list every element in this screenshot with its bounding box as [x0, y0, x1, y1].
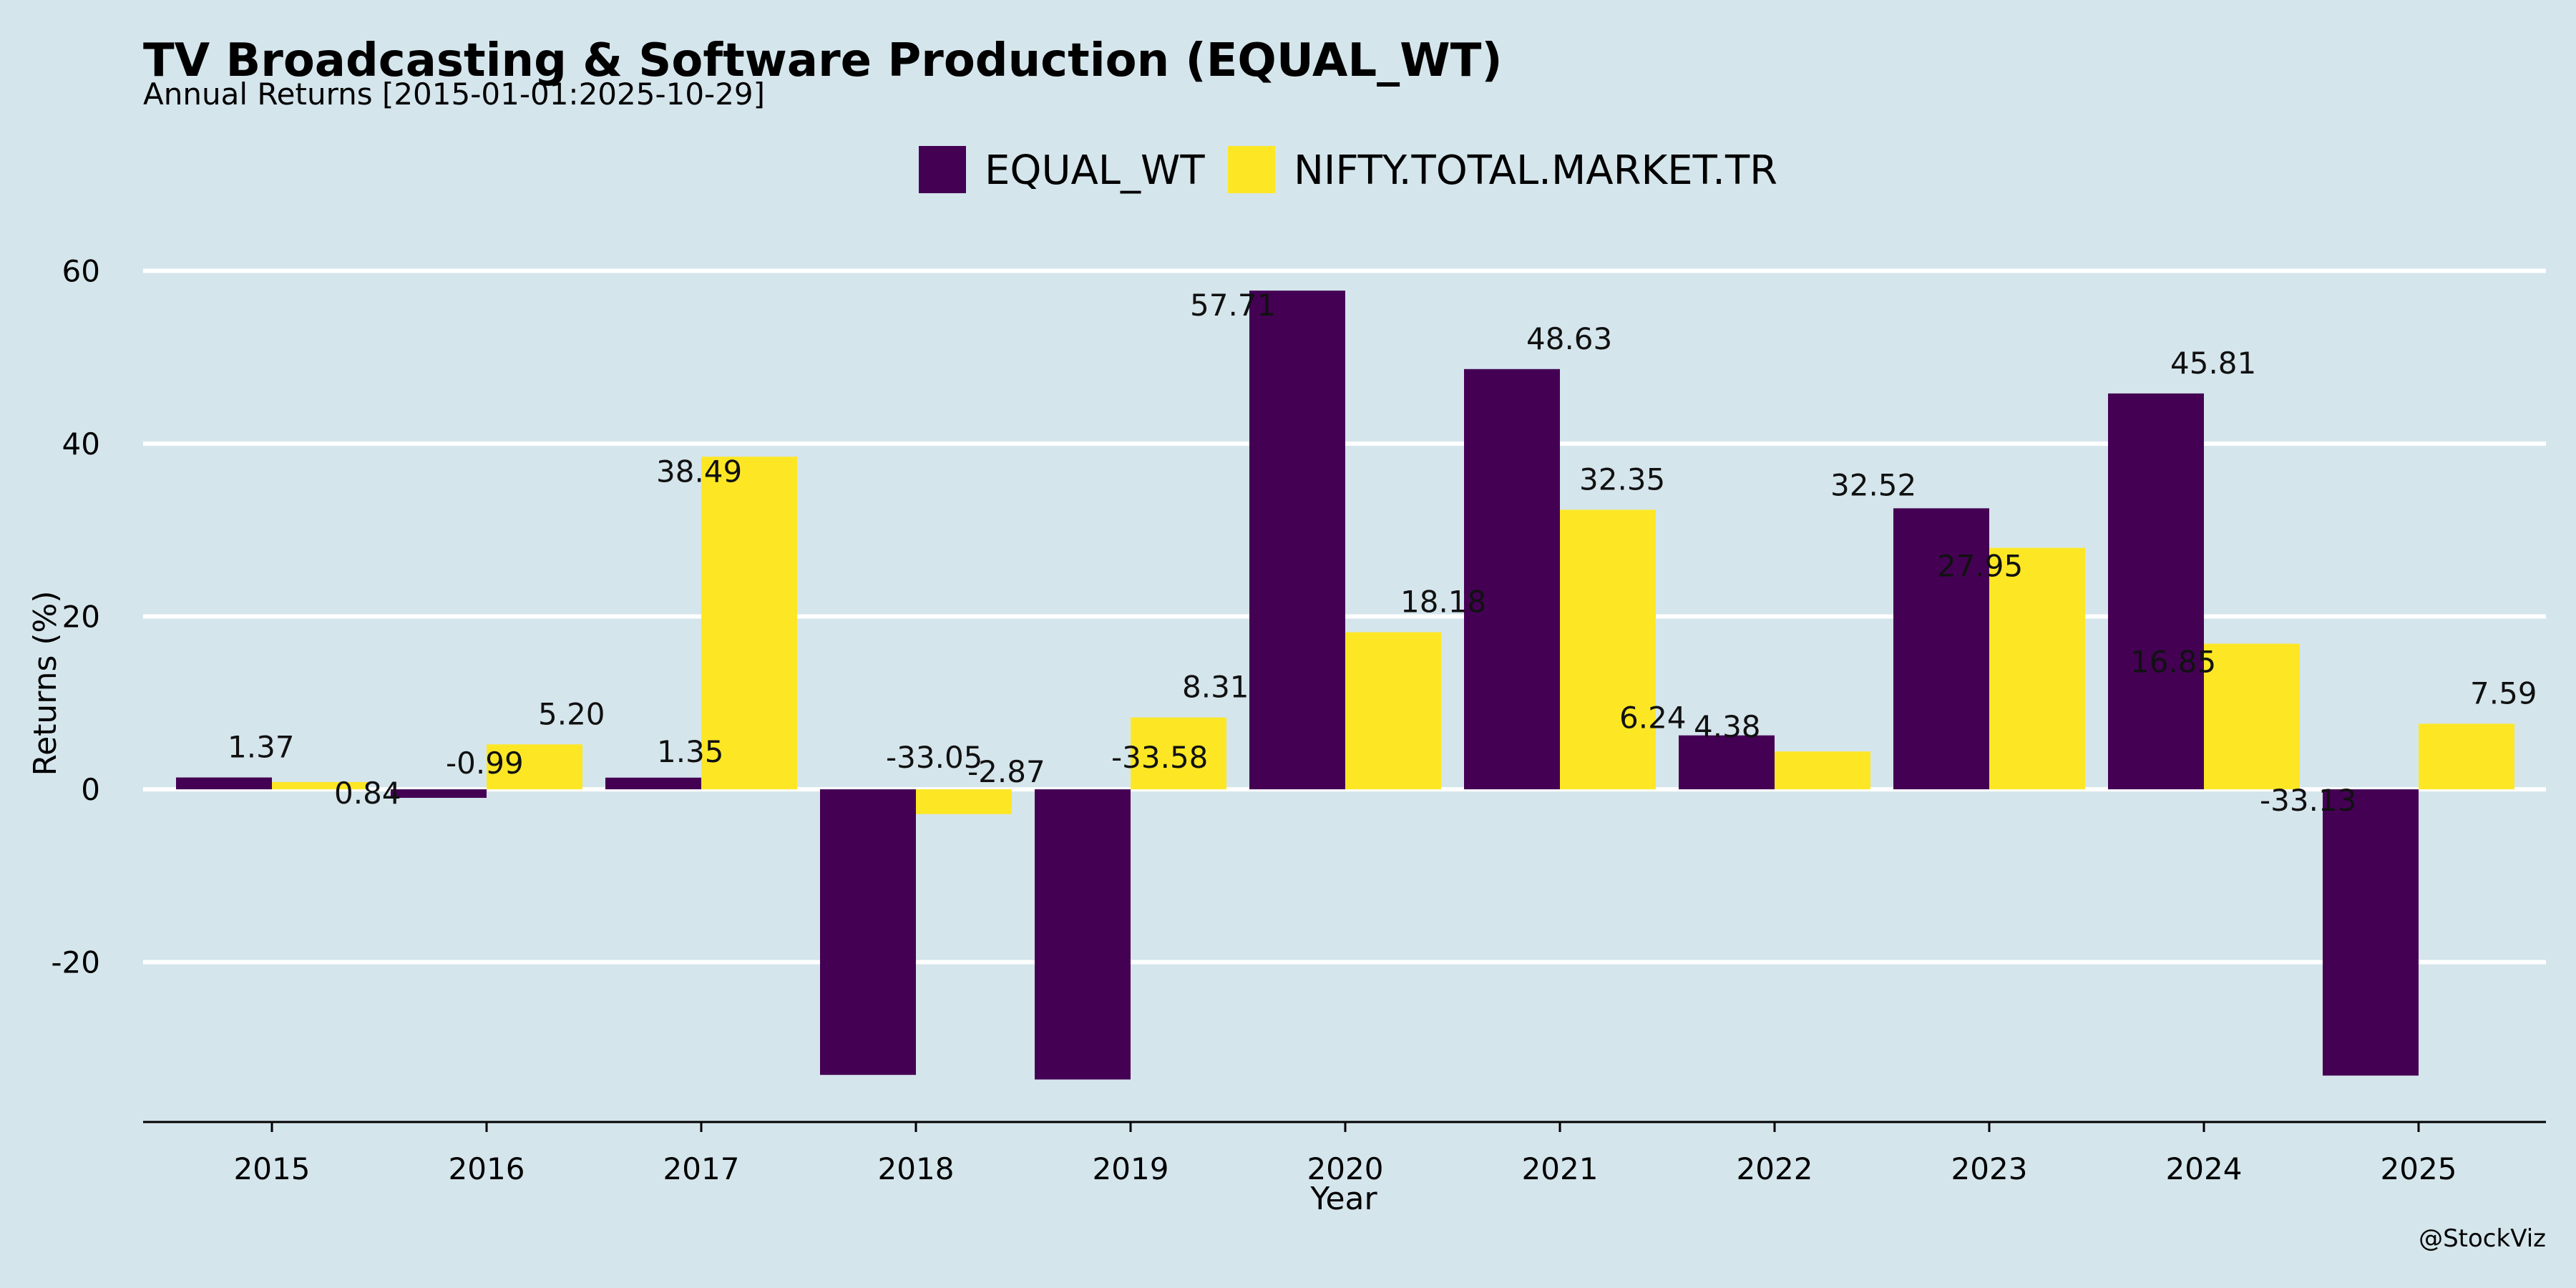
bar-label: -0.99 [446, 746, 524, 781]
x-tick-label: 2020 [1307, 1151, 1384, 1186]
chart-title: TV Broadcasting & Software Production (E… [143, 34, 1503, 87]
bar [605, 777, 701, 790]
bar [1679, 735, 1775, 790]
bars [176, 291, 2514, 1080]
bar-label: -33.13 [2260, 783, 2356, 818]
x-tick-label: 2015 [234, 1151, 311, 1186]
chart-subtitle: Annual Returns [2015-01-01:2025-10-29] [143, 77, 765, 112]
legend-swatch [1228, 146, 1275, 193]
y-axis-label: Returns (%) [27, 590, 64, 776]
bar-label: 32.35 [1579, 462, 1665, 497]
bar [701, 457, 797, 790]
bar-label: 48.63 [1526, 321, 1612, 356]
legend-swatch [919, 146, 966, 193]
x-tick-label: 2017 [663, 1151, 740, 1186]
bar-label: 16.85 [2130, 645, 2216, 680]
bar [1249, 291, 1345, 790]
y-axis: -20 0 20 40 60 [51, 253, 100, 980]
x-axis: 2015 2016 2017 2018 2019 2020 2021 2022 2023 2024… [234, 1122, 2457, 1186]
bar [2204, 643, 2300, 790]
x-tick-label: 2018 [878, 1151, 955, 1186]
bar [272, 781, 368, 790]
bar-label: 8.31 [1182, 670, 1249, 705]
x-tick-label: 2019 [1093, 1151, 1169, 1186]
bar-label: 32.52 [1830, 467, 1916, 502]
x-tick-label: 2021 [1522, 1151, 1599, 1186]
bar-label: -33.58 [1111, 740, 1208, 775]
bar [1131, 717, 1226, 790]
bar-label: 1.37 [228, 730, 295, 765]
credit-label: @StockViz [2419, 1224, 2546, 1253]
bar-label: -2.87 [967, 754, 1045, 789]
bar [1345, 632, 1441, 790]
bar-label: 27.95 [1937, 549, 2023, 584]
legend-label: EQUAL_WT [985, 147, 1205, 194]
bar-label: 0.84 [334, 776, 401, 811]
bar [2419, 723, 2514, 790]
bar-label: 4.38 [1694, 709, 1761, 744]
x-tick-label: 2023 [1951, 1151, 2028, 1186]
bar [487, 744, 582, 790]
y-tick-label: 20 [62, 600, 100, 635]
bar [820, 789, 916, 1075]
legend: EQUAL_WT NIFTY.TOTAL.MARKET.TR [919, 146, 1777, 194]
bar-label: 6.24 [1619, 701, 1687, 736]
legend-item: NIFTY.TOTAL.MARKET.TR [1228, 146, 1777, 194]
bar [1560, 509, 1656, 790]
bar [1464, 369, 1560, 790]
bar-label: 1.35 [657, 734, 724, 769]
y-tick-label: 40 [62, 426, 100, 462]
bar-label: 7.59 [2470, 675, 2537, 711]
bar [1989, 547, 2085, 790]
bar [2323, 789, 2419, 1076]
x-tick-label: 2016 [449, 1151, 525, 1186]
bar [916, 789, 1012, 814]
bar [1035, 789, 1131, 1080]
bar [1893, 508, 1989, 790]
bar-label: -33.05 [886, 740, 982, 775]
y-tick-label: -20 [51, 945, 100, 980]
bar [391, 789, 487, 799]
x-tick-label: 2024 [2166, 1151, 2243, 1186]
legend-item: EQUAL_WT [919, 146, 1205, 194]
bar-label: 18.18 [1400, 585, 1486, 620]
y-tick-label: 60 [62, 253, 100, 288]
bar-labels: 1.37 -0.99 1.35 -33.05 -33.58 57.71 48.63 6.24 3… [228, 288, 2537, 818]
x-axis-label: Year [1309, 1181, 1377, 1217]
bar-label: 45.81 [2170, 346, 2256, 381]
bar [1775, 751, 1870, 790]
bar-label: 57.71 [1190, 288, 1276, 323]
bar [2108, 393, 2204, 790]
bar [176, 777, 272, 790]
legend-label: NIFTY.TOTAL.MARKET.TR [1294, 147, 1777, 194]
y-tick-label: 0 [81, 772, 100, 807]
bar-label: 5.20 [538, 696, 605, 731]
x-tick-label: 2022 [1737, 1151, 1813, 1186]
x-tick-label: 2025 [2381, 1151, 2457, 1186]
bar-label: 38.49 [656, 454, 742, 489]
